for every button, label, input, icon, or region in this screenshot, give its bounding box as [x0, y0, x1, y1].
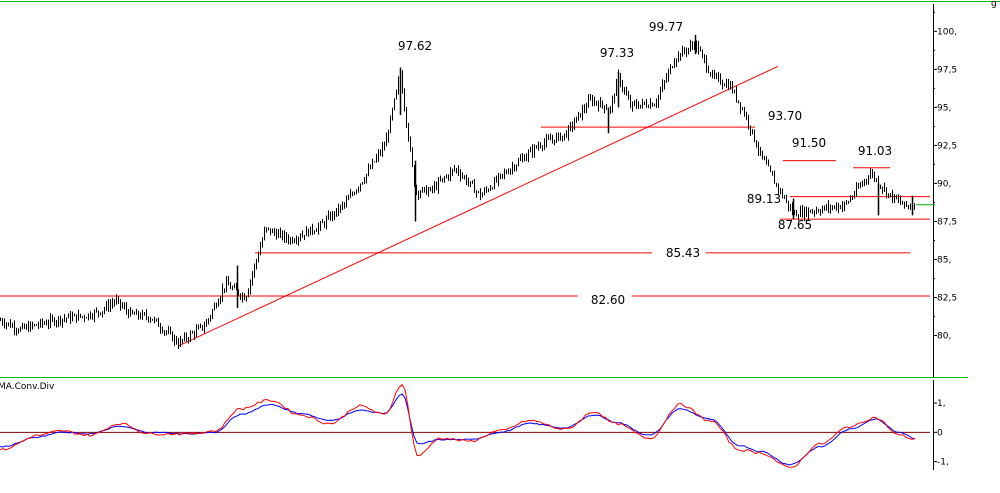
- price-tick-label: 87,5: [937, 217, 957, 227]
- macd-tick-label: 1,: [937, 399, 946, 409]
- price-tick-label: 100,: [937, 27, 957, 37]
- price-annotation: 93.70: [768, 109, 802, 123]
- price-annotation: 97.33: [600, 46, 634, 60]
- price-tick-label: 95,: [937, 103, 951, 113]
- price-tick-label: 82,5: [937, 293, 957, 303]
- macd-tick-label: -1,: [937, 458, 949, 468]
- price-annotation: 87.65: [778, 218, 812, 232]
- price-axis: 100, 97,5 95, 92,5 90, 87,5 85, 82,5 80,: [933, 4, 957, 377]
- price-tick-label: 92,5: [937, 141, 957, 151]
- macd-line: [0, 383, 916, 468]
- macd-signal-line: [0, 393, 916, 466]
- price-annotation: 85.43: [666, 246, 700, 260]
- horizontal-levels: [0, 126, 930, 297]
- price-tick-label: 85,: [937, 255, 951, 265]
- macd-tick-label: 0: [937, 428, 943, 438]
- price-tick-label: 90,: [937, 179, 951, 189]
- price-annotation: 89.13: [747, 192, 781, 206]
- price-annotations: 97.62 97.33 99.77 93.70 91.50 91.03 89.13 87.65…: [398, 20, 892, 307]
- price-annotation: 91.50: [792, 136, 826, 150]
- indicator-title: MA.Conv.Div: [0, 382, 55, 392]
- price-annotation: 91.03: [858, 144, 892, 158]
- price-annotation: 82.60: [591, 293, 625, 307]
- price-annotation: 99.77: [649, 20, 683, 34]
- corner-marker: g: [991, 0, 997, 9]
- trendline: [177, 65, 779, 347]
- price-tick-label: 97,5: [937, 65, 957, 75]
- price-bars: [0, 34, 915, 349]
- price-tick-label: 80,: [937, 332, 951, 342]
- macd-axis: 1, 0 -1,: [933, 380, 949, 470]
- price-annotation: 97.62: [398, 39, 432, 53]
